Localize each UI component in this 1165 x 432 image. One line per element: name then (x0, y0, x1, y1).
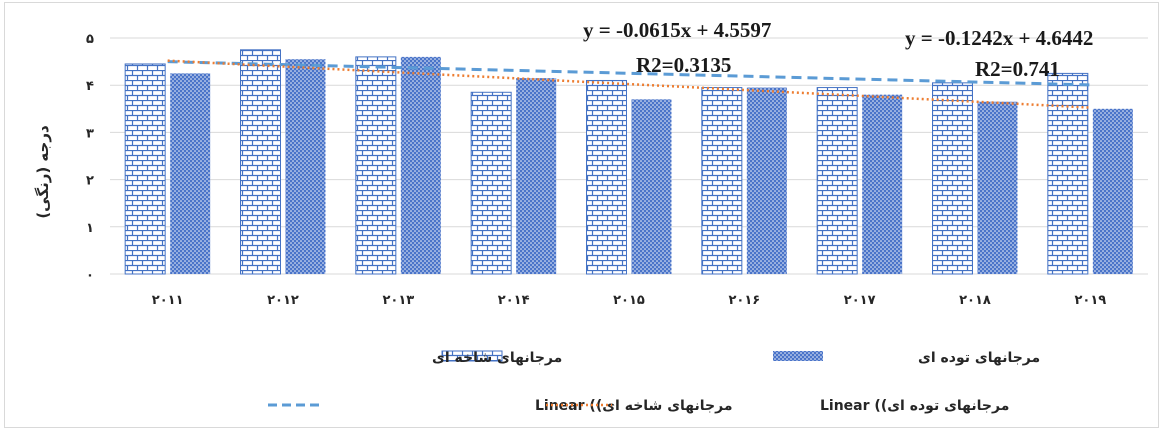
bar-branching-8 (932, 82, 973, 275)
x-tick-label: ۲۰۱۷ (844, 293, 876, 308)
y-tick-label: ۲ (86, 174, 94, 189)
bar-massive-5 (631, 99, 672, 274)
bar-branching-1 (124, 63, 166, 275)
y-tick-label: ۳ (86, 126, 94, 141)
legend-label-massive: مرجانهای توده ای (918, 350, 1040, 366)
bar-massive-3 (400, 56, 441, 274)
x-tick-label: ۲۰۱۴ (498, 293, 530, 308)
y-tick-labels: ۰ ۱ ۲ ۳ ۴ ۵ (86, 32, 94, 283)
chart-frame (4, 2, 1159, 428)
bar-massive-4 (516, 78, 557, 275)
bar-branching-7 (816, 87, 858, 275)
bar-branching-5 (586, 79, 627, 275)
gridlines (110, 37, 1148, 275)
legend: مرجانهای شاخه ای مرجانهای توده ای مرجانه… (268, 350, 1040, 414)
x-tick-label: ۲۰۱۸ (959, 293, 991, 308)
bar-branching-6 (701, 87, 743, 275)
trend-r2-1: R2=0.3135 (636, 53, 731, 77)
y-tick-label: ۱ (86, 221, 94, 236)
bar-branching-2 (240, 49, 281, 275)
legend-swatch-massive (773, 351, 823, 361)
bar-massive-9 (1092, 108, 1133, 274)
bar-massive-1 (170, 73, 211, 275)
bar-massive-7 (862, 94, 903, 274)
bar-massive-6 (746, 87, 787, 274)
x-tick-labels: ۲۰۱۱ ۲۰۱۲ ۲۰۱۳ ۲۰۱۴ ۲۰۱۵ ۲۰۱۶ ۲۰۱۷ ۲۰۱۸ ۲۰۱۹ (152, 293, 1106, 308)
bar-branching-3 (355, 56, 397, 275)
legend-label-branching: مرجانهای شاخه ای (432, 350, 562, 366)
bars (124, 49, 1133, 275)
y-tick-label: ۵ (86, 32, 94, 47)
bar-massive-2 (285, 59, 326, 274)
legend-label-massive-trend: مرجانهای توده ای)) Linear (820, 398, 1009, 414)
legend-swatch-branching (441, 350, 503, 362)
legend-label-branching-trend: مرجانهای شاخه ای)) Linear (535, 398, 733, 414)
trend-r2-2: R2=0.741 (975, 57, 1060, 81)
trendline-1 (167, 60, 1091, 87)
trendlines (167, 59, 1091, 109)
legend-item-branching-trend: مرجانهای شاخه ای)) Linear (268, 398, 733, 414)
x-tick-label: ۲۰۱۳ (382, 293, 414, 308)
x-tick-label: ۲۰۱۹ (1074, 293, 1106, 308)
y-tick-label: ۴ (86, 79, 94, 94)
trend-equation-2: y = -0.1242x + 4.6442 (905, 26, 1093, 50)
bar-massive-8 (977, 101, 1018, 274)
trendline-2 (167, 59, 1091, 109)
y-tick-label: ۰ (86, 268, 94, 283)
trend-equation-1: y = -0.0615x + 4.5597 (583, 18, 771, 42)
x-tick-label: ۲۰۱۶ (728, 293, 760, 308)
y-axis-label: درجه (رنگی) (34, 125, 52, 219)
bar-branching-9 (1047, 72, 1089, 275)
legend-item-massive: مرجانهای توده ای (773, 350, 1040, 366)
x-tick-label: ۲۰۱۲ (267, 293, 299, 308)
bar-branching-4 (470, 91, 512, 275)
legend-item-branching: مرجانهای شاخه ای (432, 350, 562, 366)
x-tick-label: ۲۰۱۵ (613, 293, 645, 308)
x-tick-label: ۲۰۱۱ (152, 293, 184, 308)
legend-item-massive-trend: مرجانهای توده ای)) Linear (546, 398, 1009, 414)
